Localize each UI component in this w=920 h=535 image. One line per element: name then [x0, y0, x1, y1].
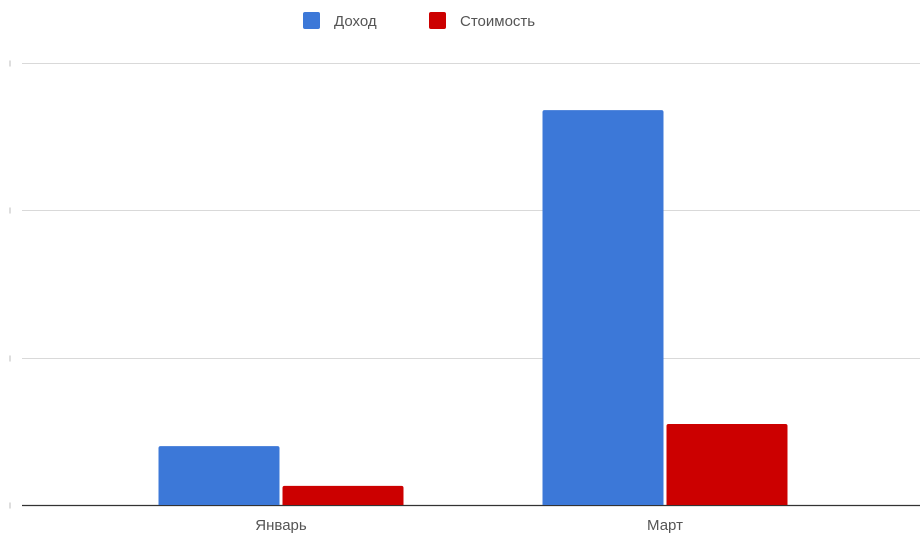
bar-cost-0 [282, 485, 404, 505]
chart-x-axis: Январь Март [255, 517, 683, 534]
legend-swatch-cost [429, 12, 446, 29]
bar-income-0 [158, 446, 280, 505]
bar-income-1 [542, 110, 664, 505]
legend-label-cost: Стоимость [460, 13, 535, 30]
chart-bars [158, 110, 788, 505]
chart-legend: Доход Стоимость [303, 12, 535, 30]
chart-gridlines [9, 60, 920, 509]
x-tick-label: Январь [255, 517, 307, 534]
bar-cost-1 [666, 423, 788, 505]
x-tick-label: Март [647, 517, 683, 534]
legend-label-income: Доход [334, 13, 377, 30]
legend-swatch-income [303, 12, 320, 29]
